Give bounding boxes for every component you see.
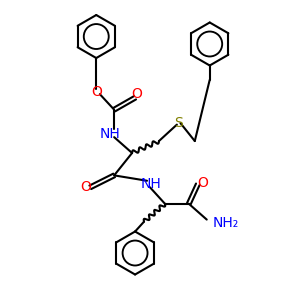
- Text: NH: NH: [141, 177, 162, 191]
- Text: NH: NH: [99, 127, 120, 141]
- Text: NH₂: NH₂: [213, 216, 239, 230]
- Text: O: O: [197, 176, 208, 190]
- Text: O: O: [131, 87, 142, 101]
- Text: O: O: [91, 85, 102, 99]
- Text: O: O: [80, 180, 91, 194]
- Text: S: S: [174, 116, 183, 130]
